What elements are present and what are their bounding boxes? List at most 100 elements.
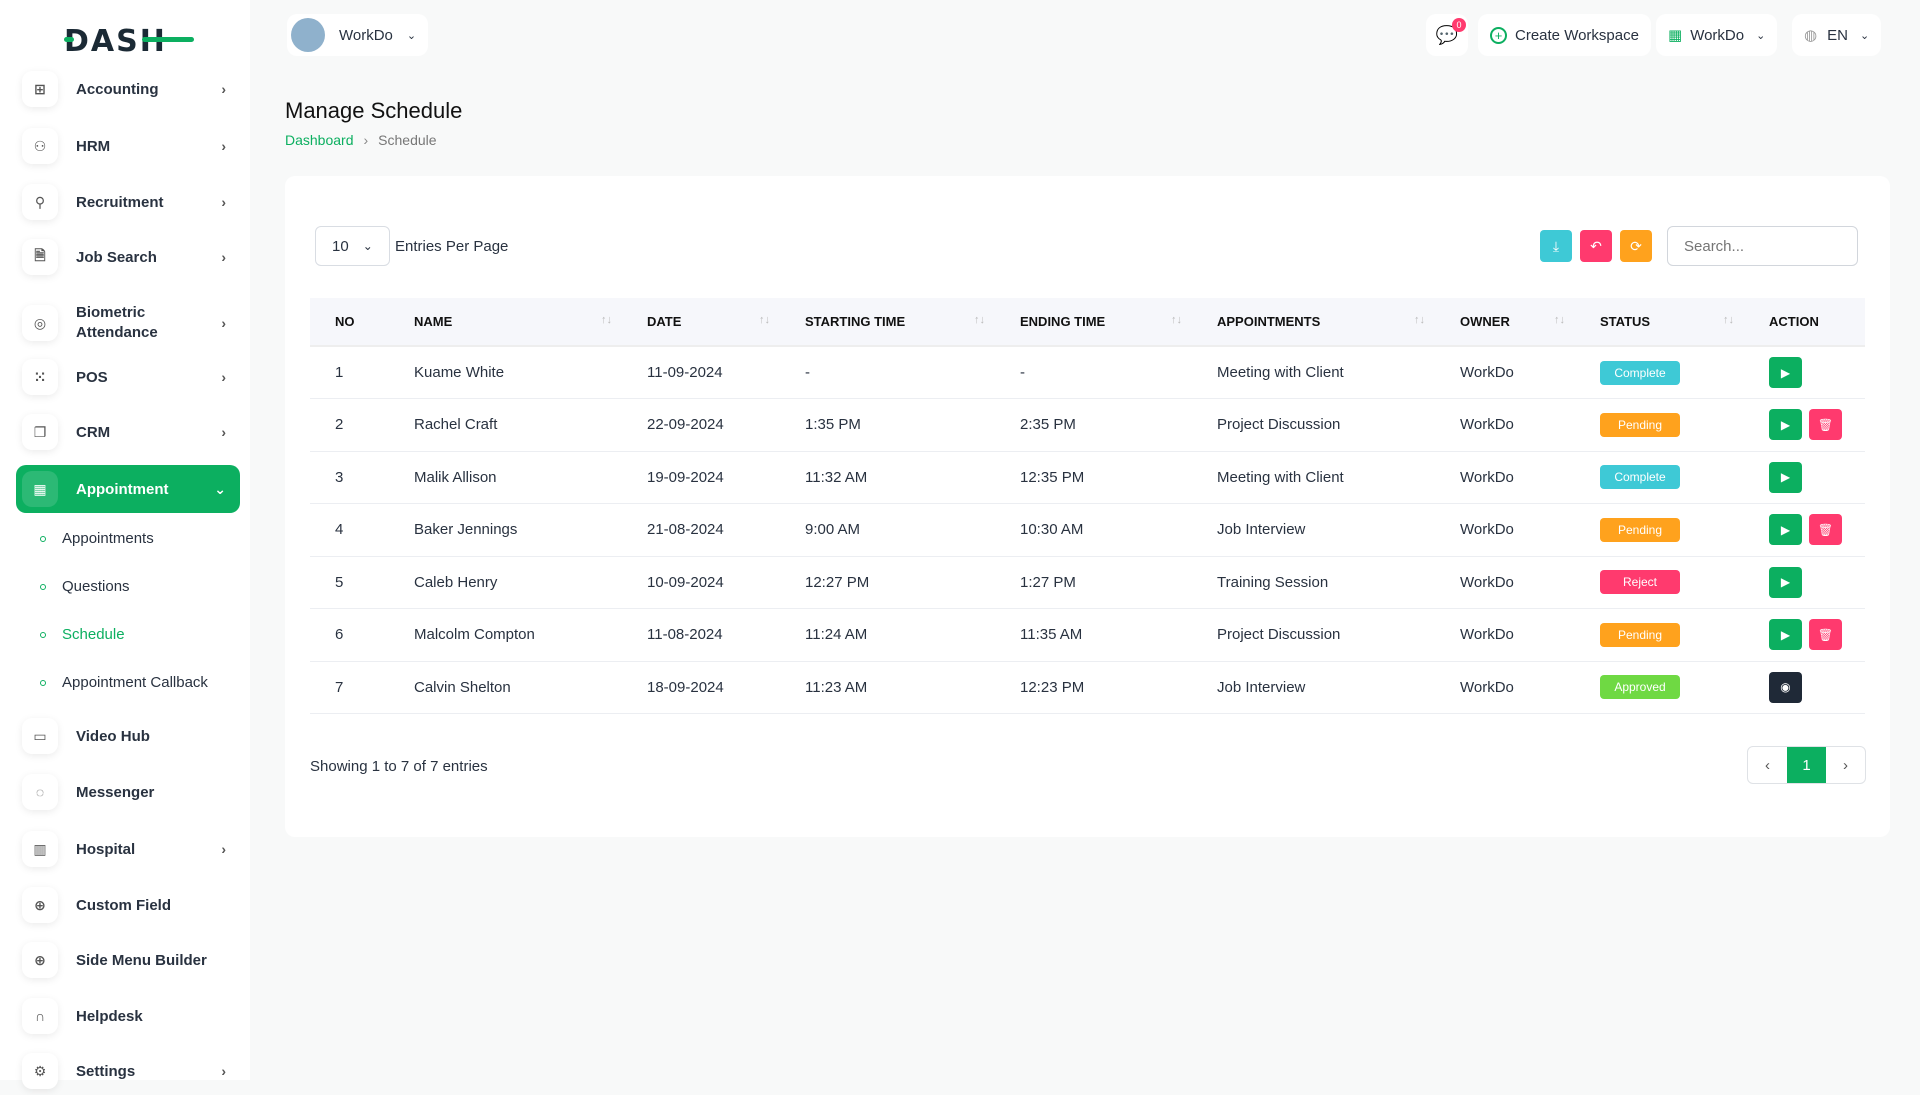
cell-no: 6 (310, 608, 389, 662)
chevron-right-icon: › (221, 249, 226, 265)
messages-button[interactable]: 💬 0 (1426, 14, 1468, 56)
chevron-right-icon: › (221, 194, 226, 210)
cell-end: 11:35 AM (995, 608, 1192, 662)
sidebar-item-accounting[interactable]: ⊞ Accounting › (16, 65, 240, 113)
breadcrumb-dashboard[interactable]: Dashboard (285, 132, 354, 148)
cell-owner: WorkDo (1435, 661, 1575, 714)
sort-icon[interactable]: ↑↓ (1414, 314, 1425, 326)
building-icon: ▥ (22, 831, 58, 867)
column-header-appointments[interactable]: APPOINTMENTS ↑↓ (1192, 298, 1435, 347)
sidebar-item-helpdesk[interactable]: ∩ Helpdesk (16, 992, 240, 1040)
sidebar-item-recruitment[interactable]: ⚲ Recruitment › (16, 178, 240, 226)
view-button[interactable]: ◉ (1769, 671, 1802, 703)
sidebar-item-biometric-attendance[interactable]: ◎ Biometric Attendance › (16, 293, 240, 353)
play-icon: ▶ (1780, 365, 1791, 380)
sidebar-subitem-appointment-callback[interactable]: Appointment Callback (40, 674, 208, 691)
sort-icon[interactable]: ↑↓ (759, 314, 770, 326)
sidebar-item-hrm[interactable]: ⚇ HRM › (16, 122, 240, 170)
delete-button[interactable]: 🗑 (1809, 409, 1842, 441)
language-selector[interactable]: ◍ EN ⌄ (1792, 14, 1882, 56)
sort-icon[interactable]: ↑↓ (601, 314, 612, 326)
column-header-ending-time[interactable]: ENDING TIME ↑↓ (995, 298, 1192, 347)
sort-icon[interactable]: ↑↓ (1554, 314, 1565, 326)
sidebar-item-custom-field[interactable]: ⊕ Custom Field (16, 881, 240, 929)
prev-page-button[interactable]: ‹ (1765, 756, 1770, 774)
grid-plus-icon: ⊞ (22, 71, 58, 107)
sidebar-item-hospital[interactable]: ▥ Hospital › (16, 825, 240, 873)
status-badge: Reject (1600, 570, 1680, 595)
sidebar-item-video-hub[interactable]: ▭ Video Hub (16, 712, 240, 760)
cell-date: 21-08-2024 (622, 503, 780, 557)
sidebar-subitem-label: Schedule (62, 626, 125, 643)
start-button[interactable]: ▶ (1769, 461, 1802, 493)
table-row: 7 Calvin Shelton 18-09-2024 11:23 AM 12:23 P… (310, 661, 1865, 714)
sidebar-item-job-search[interactable]: 🗎 Job Search › (16, 233, 240, 281)
export-button[interactable]: ⤓ (1540, 230, 1572, 262)
page-title: Manage Schedule (285, 98, 463, 123)
status-badge: Complete (1600, 465, 1680, 490)
next-page-button[interactable]: › (1843, 756, 1848, 774)
start-button[interactable]: ▶ (1769, 514, 1802, 546)
cell-owner: WorkDo (1435, 556, 1575, 609)
start-button[interactable]: ▶ (1769, 357, 1802, 388)
file-search-icon: 🗎 (22, 239, 58, 275)
fingerprint-icon: ◎ (22, 305, 58, 341)
chevron-right-icon: › (221, 369, 226, 385)
create-workspace-label: Create Workspace (1515, 26, 1639, 44)
cell-action: ▶ 🗑 (1744, 398, 1865, 452)
sidebar-item-pos[interactable]: ⁙ POS › (16, 353, 240, 401)
start-button[interactable]: ▶ (1769, 619, 1802, 651)
sidebar-item-side-menu-builder[interactable]: ⊕ Side Menu Builder (16, 936, 240, 984)
notification-badge: 0 (1452, 18, 1466, 32)
workspace-switcher[interactable]: WorkDo ⌄ (287, 14, 429, 56)
chevron-right-icon: › (221, 1063, 226, 1079)
sidebar-subitem-schedule[interactable]: Schedule (40, 626, 125, 643)
cell-status: Pending (1575, 503, 1744, 557)
circle-plus-icon: ⊕ (22, 942, 58, 978)
start-button[interactable]: ▶ (1769, 566, 1802, 598)
column-header-action: ACTION (1744, 298, 1865, 347)
delete-button[interactable]: 🗑 (1809, 514, 1842, 546)
sidebar-item-label: Helpdesk (76, 1007, 143, 1025)
sidebar-subitem-appointments[interactable]: Appointments (40, 530, 154, 547)
gear-icon: ⚙ (22, 1053, 58, 1089)
workspace-menu-label: WorkDo (1690, 26, 1745, 44)
bullet-icon (40, 535, 46, 542)
download-icon: ⤓ (1552, 237, 1560, 254)
sidebar-subitem-questions[interactable]: Questions (40, 578, 130, 595)
workspace-menu[interactable]: ▦ WorkDo ⌄ (1656, 14, 1778, 56)
page-1-button[interactable]: 1 (1787, 747, 1826, 783)
cell-status: Complete (1575, 346, 1744, 399)
chat-icon: 💬 (1435, 24, 1459, 45)
search-input[interactable] (1667, 226, 1858, 266)
cell-start: 12:27 PM (780, 556, 995, 609)
users-icon: ⚇ (22, 128, 58, 164)
sidebar-item-appointment[interactable]: ▦ Appointment ⌄ (16, 465, 240, 513)
reset-button[interactable]: ↶ (1580, 230, 1612, 262)
bullet-icon (40, 631, 46, 638)
column-header-date[interactable]: DATE ↑↓ (622, 298, 780, 347)
sidebar-subitem-label: Questions (62, 578, 130, 595)
sidebar-item-messenger[interactable]: ◌ Messenger (16, 768, 240, 816)
sidebar-item-label: Messenger (76, 783, 155, 801)
refresh-button[interactable]: ⟳ (1620, 230, 1652, 262)
undo-icon: ↶ (1590, 237, 1602, 254)
sidebar-item-settings[interactable]: ⚙ Settings › (16, 1047, 240, 1095)
sort-icon[interactable]: ↑↓ (1723, 314, 1734, 326)
cell-action: ▶ (1744, 346, 1865, 399)
column-header-starting-time[interactable]: STARTING TIME ↑↓ (780, 298, 995, 347)
sort-icon[interactable]: ↑↓ (974, 314, 985, 326)
cell-end: 1:27 PM (995, 556, 1192, 609)
column-header-name[interactable]: NAME ↑↓ (389, 298, 622, 347)
sort-icon[interactable]: ↑↓ (1171, 314, 1182, 326)
cell-date: 18-09-2024 (622, 661, 780, 714)
sidebar-item-crm[interactable]: ❐ CRM › (16, 408, 240, 456)
refresh-icon: ⟳ (1630, 237, 1642, 254)
create-workspace-button[interactable]: + Create Workspace (1478, 14, 1651, 56)
start-button[interactable]: ▶ (1769, 409, 1802, 441)
column-header-status[interactable]: STATUS ↑↓ (1575, 298, 1744, 347)
delete-button[interactable]: 🗑 (1809, 619, 1842, 651)
table-row: 6 Malcolm Compton 11-08-2024 11:24 AM 11:35 … (310, 608, 1865, 662)
entries-per-page-select[interactable]: 10 ⌄ (315, 226, 390, 266)
column-header-owner[interactable]: OWNER ↑↓ (1435, 298, 1575, 347)
